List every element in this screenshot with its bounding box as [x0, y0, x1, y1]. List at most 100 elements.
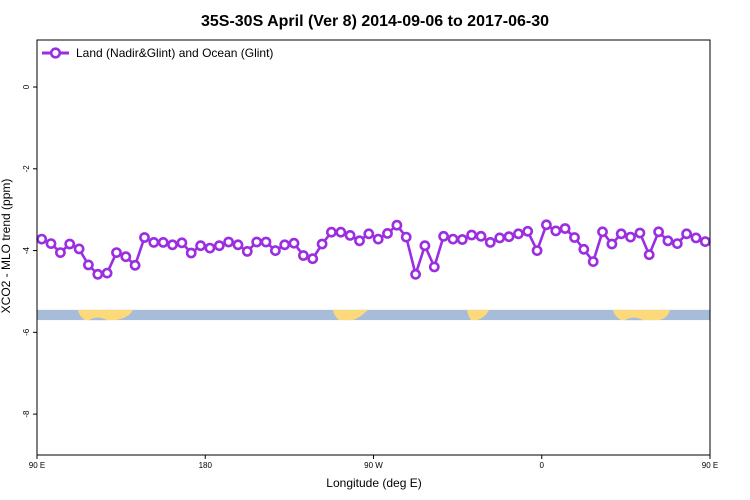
data-point: [344, 229, 356, 241]
data-point: [288, 237, 300, 249]
data-point: [251, 236, 263, 248]
x-axis-label: Longitude (deg E): [326, 476, 421, 490]
data-point: [111, 247, 122, 258]
bight-left: [89, 317, 107, 321]
land-south-america: [333, 309, 368, 321]
data-point: [335, 226, 347, 238]
data-point: [643, 249, 655, 261]
data-point: [671, 238, 683, 249]
data-point: [410, 268, 421, 280]
land-australia: [78, 309, 133, 321]
data-point: [634, 227, 646, 239]
ocean-band: [37, 309, 710, 321]
data-point: [578, 243, 590, 255]
y-axis-label: XCO2 - MLO trend (ppm): [0, 179, 13, 314]
legend-label: Land (Nadir&Glint) and Ocean (Glint): [76, 46, 273, 60]
data-point: [260, 236, 272, 248]
data-point: [185, 247, 197, 259]
data-point: [699, 236, 711, 247]
data-point: [681, 228, 692, 240]
data-point: [419, 240, 431, 252]
data-point: [354, 235, 365, 247]
data-point: [167, 239, 178, 251]
data-point: [625, 231, 636, 243]
data-point: [690, 232, 702, 244]
y-tick-label: 0: [22, 84, 31, 89]
x-tick-label: 90 W: [364, 461, 383, 470]
legend: Land (Nadir&Glint) and Ocean (Glint): [42, 46, 273, 60]
data-point: [45, 238, 57, 249]
data-point: [503, 231, 515, 243]
data-point: [372, 233, 384, 245]
data-point: [541, 219, 552, 231]
data-point: [466, 229, 477, 241]
data-point: [438, 230, 449, 242]
data-point: [382, 227, 393, 239]
data-point: [550, 225, 562, 237]
data-point: [653, 226, 664, 238]
data-point: [662, 235, 674, 247]
data-point: [587, 256, 599, 267]
data-point: [513, 228, 524, 240]
data-point: [447, 233, 459, 245]
data-point: [531, 245, 543, 256]
data-point: [36, 233, 48, 245]
y-tick-label: -2: [22, 165, 31, 173]
data-point: [223, 236, 234, 248]
data-point: [456, 234, 468, 245]
data-point: [241, 245, 253, 257]
data-point: [195, 240, 206, 252]
data-point: [569, 232, 580, 243]
data-point: [400, 231, 412, 243]
legend-marker-swatch: [49, 47, 62, 59]
data-point: [92, 268, 104, 280]
x-axis-ticks: 90 E 180 90 W 0 90 E: [29, 455, 718, 470]
data-point: [64, 238, 76, 250]
land-ocean-strip: [37, 309, 710, 321]
y-axis-ticks: 0 -2 -4 -6 -8: [22, 84, 37, 418]
y-tick-label: -6: [22, 328, 31, 336]
data-point: [391, 219, 403, 231]
data-point: [606, 238, 618, 250]
y-tick-label: -8: [22, 410, 31, 418]
data-point: [522, 225, 534, 237]
data-point: [428, 261, 440, 273]
data-point: [307, 253, 319, 265]
data-point: [213, 240, 225, 252]
x-tick-label: 90 E: [29, 461, 45, 470]
data-point: [363, 228, 375, 240]
data-point: [148, 236, 160, 248]
data-point: [325, 226, 337, 238]
data-point: [597, 226, 608, 238]
y-tick-label: -4: [22, 246, 31, 254]
x-tick-label: 90 E: [702, 461, 718, 470]
data-point: [83, 259, 94, 271]
bight-right: [625, 317, 643, 321]
data-point: [101, 267, 113, 279]
data-point: [484, 236, 496, 248]
land-australia-right: [613, 309, 670, 321]
data-point: [120, 251, 132, 263]
series-layer: [36, 219, 711, 280]
data-point: [129, 259, 141, 271]
data-point: [615, 228, 627, 240]
data-point: [232, 239, 244, 251]
data-point: [559, 223, 571, 234]
data-point: [55, 247, 66, 258]
data-point: [176, 237, 188, 249]
data-point: [494, 232, 506, 244]
data-point: [139, 232, 150, 243]
data-point: [157, 236, 169, 248]
data-point: [297, 250, 309, 261]
land-africa: [467, 309, 489, 321]
data-point: [204, 242, 216, 254]
data-point: [475, 230, 487, 242]
data-point: [73, 243, 85, 255]
x-tick-label: 0: [540, 461, 545, 470]
data-point: [316, 238, 328, 250]
data-point: [269, 245, 281, 256]
data-point: [279, 239, 291, 251]
x-tick-label: 180: [199, 461, 213, 470]
